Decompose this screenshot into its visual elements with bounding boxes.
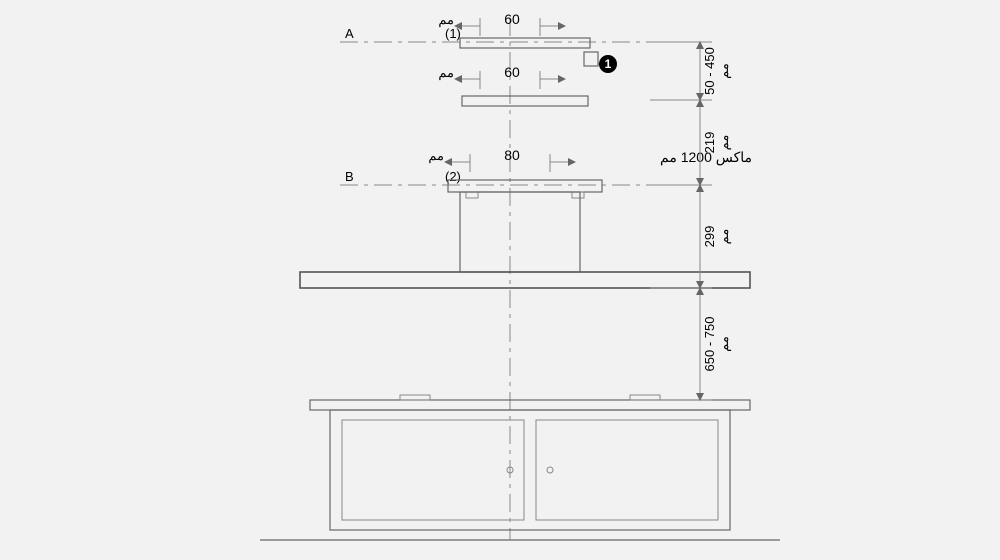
vdim-unit-1: مم — [716, 135, 732, 151]
installation-diagram: A(1)B(2)1مم60مم60مم80ماکس 1200 مم50 - 45… — [0, 0, 1000, 560]
dim-unit: مم — [438, 12, 454, 28]
ref-sub-a: (1) — [445, 26, 461, 41]
dim-value: 60 — [504, 11, 520, 27]
cabinet — [330, 410, 730, 530]
upper-bracket — [460, 38, 590, 48]
dim-value: 60 — [504, 64, 520, 80]
callout-label: 1 — [605, 57, 612, 71]
hood-body — [300, 272, 750, 288]
vdim-3: 650 - 750 — [702, 317, 717, 372]
knob-right — [547, 467, 553, 473]
chimney — [460, 192, 580, 272]
ref-label-a: A — [345, 26, 354, 41]
connector-box — [584, 52, 598, 66]
dim-unit: مم — [438, 65, 454, 81]
vdim-0: 50 - 450 — [702, 47, 717, 95]
vdim-unit-2: مم — [716, 229, 732, 245]
base-plate — [448, 180, 602, 192]
cabinet-door-left — [342, 420, 524, 520]
vdim-unit-3: مم — [716, 336, 732, 352]
dim-value: 80 — [504, 147, 520, 163]
ref-sub-b: (2) — [445, 169, 461, 184]
countertop — [310, 400, 750, 410]
vdim-2: 299 — [702, 226, 717, 248]
vdim-1: 219 — [702, 132, 717, 154]
lower-bracket — [462, 96, 588, 106]
vdim-unit-0: مم — [716, 63, 732, 79]
cabinet-door-right — [536, 420, 718, 520]
ref-label-b: B — [345, 169, 354, 184]
dim-unit: مم — [428, 148, 444, 164]
